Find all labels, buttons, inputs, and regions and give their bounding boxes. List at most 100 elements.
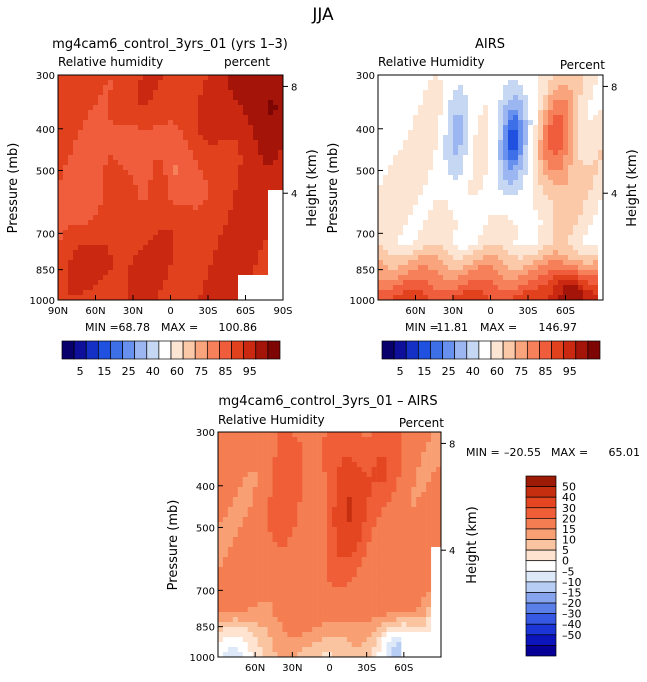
contour-cell	[248, 260, 254, 266]
contour-cell	[503, 225, 509, 231]
contour-cell	[218, 230, 224, 236]
contour-cell	[213, 115, 219, 121]
contour-cell	[553, 260, 559, 266]
contour-cell	[268, 170, 274, 176]
contour-cell	[553, 215, 559, 221]
contour-cell	[247, 512, 253, 518]
contour-cell	[523, 95, 529, 101]
contour-cell	[272, 447, 278, 453]
contour-cell	[278, 275, 284, 281]
contour-cell	[218, 160, 224, 166]
contour-cell	[458, 100, 464, 106]
contour-cell	[473, 125, 479, 131]
contour-cell	[113, 110, 119, 116]
contour-cell	[403, 195, 409, 201]
contour-cell	[488, 235, 494, 241]
contour-cell	[178, 85, 184, 91]
contour-cell	[58, 195, 64, 201]
colorbar-swatch	[219, 340, 232, 360]
contour-cell	[228, 170, 234, 176]
contour-cell	[218, 90, 224, 96]
contour-cell	[438, 220, 444, 226]
contour-cell	[578, 100, 584, 106]
contour-cell	[263, 250, 269, 256]
contour-cell	[218, 255, 224, 261]
contour-cell	[297, 442, 303, 448]
contour-cell	[98, 275, 104, 281]
contour-cell	[223, 230, 229, 236]
contour-cell	[83, 240, 89, 246]
contour-cell	[267, 532, 273, 538]
contour-cell	[272, 452, 278, 458]
contour-cell	[598, 140, 604, 146]
contour-cell	[588, 150, 594, 156]
contour-cell	[493, 155, 499, 161]
contour-cell	[458, 255, 464, 261]
contour-cell	[378, 80, 384, 86]
contour-cell	[483, 90, 489, 96]
contour-cell	[68, 190, 74, 196]
contour-cell	[138, 205, 144, 211]
contour-cell	[227, 607, 234, 613]
contour-cell	[423, 90, 429, 96]
contour-cell	[193, 230, 199, 236]
contour-cell	[168, 245, 174, 251]
contour-cell	[143, 95, 149, 101]
contour-cell	[242, 652, 249, 658]
contour-cell	[583, 130, 589, 136]
contour-cell	[413, 175, 419, 181]
contour-cell	[223, 250, 229, 256]
contour-cell	[278, 105, 284, 111]
contour-cell	[252, 497, 258, 503]
contour-cell	[273, 245, 279, 251]
contour-cell	[398, 165, 404, 171]
contour-cell	[222, 592, 229, 598]
contour-cell	[478, 265, 484, 271]
contour-cell	[248, 170, 254, 176]
contour-cell	[403, 265, 409, 271]
contour-cell	[247, 472, 253, 478]
contour-cell	[228, 135, 234, 141]
contour-cell	[503, 120, 509, 126]
contour-cell	[478, 205, 484, 211]
contour-cell	[143, 215, 149, 221]
contour-cell	[568, 80, 574, 86]
contour-cell	[198, 265, 204, 271]
contour-cell	[188, 165, 194, 171]
contour-cell	[133, 180, 139, 186]
contour-cell	[403, 115, 409, 121]
contour-cell	[237, 447, 244, 453]
contour-cell	[248, 295, 254, 301]
contour-cell	[257, 647, 263, 653]
contour-cell	[173, 145, 179, 151]
contour-cell	[227, 587, 234, 593]
contour-cell	[403, 165, 409, 171]
contour-cell	[227, 602, 234, 608]
y2-tick-label: 4	[611, 189, 617, 200]
contour-cell	[458, 280, 464, 286]
contour-cell	[463, 280, 469, 286]
contour-cell	[88, 185, 94, 191]
contour-cell	[568, 230, 574, 236]
contour-cell	[493, 110, 499, 116]
contour-cell	[168, 265, 174, 271]
contour-cell	[148, 210, 154, 216]
contour-cell	[218, 95, 224, 101]
contour-cell	[178, 125, 184, 131]
contour-cell	[238, 130, 244, 136]
contour-cell	[503, 275, 509, 281]
contour-cell	[273, 165, 279, 171]
contour-cell	[378, 100, 384, 106]
contour-cell	[242, 487, 249, 493]
contour-cell	[523, 215, 529, 221]
contour-cell	[568, 210, 574, 216]
colorbar-swatch	[97, 340, 111, 360]
contour-cell	[153, 195, 159, 201]
contour-cell	[73, 115, 79, 121]
contour-cell	[453, 200, 459, 206]
contour-cell	[448, 125, 454, 131]
contour-cell	[493, 210, 499, 216]
contour-cell	[528, 140, 534, 146]
contour-cell	[302, 487, 308, 493]
contour-cell	[227, 567, 234, 573]
